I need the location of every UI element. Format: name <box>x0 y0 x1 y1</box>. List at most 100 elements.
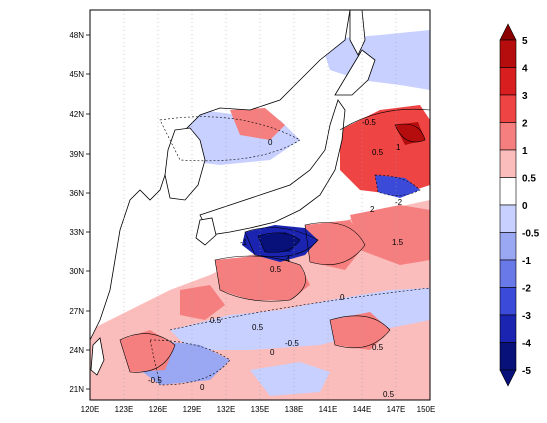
contour-value-label: 0.5 <box>270 265 282 274</box>
colorbar-label: 4 <box>522 64 528 75</box>
colorbar-segment <box>499 177 517 206</box>
korean-peninsula <box>164 127 206 201</box>
land-masses <box>89 9 376 376</box>
anomaly-patch-east-blue <box>375 175 420 198</box>
lat-label: 30N <box>69 267 84 276</box>
anomaly-patch-red-2 <box>120 330 175 372</box>
map-frame <box>89 9 431 401</box>
contour-line <box>374 174 421 196</box>
colorbar-label: -3 <box>522 311 531 322</box>
colorbar-segment <box>499 204 517 233</box>
anomaly-patch-red-6 <box>305 220 365 270</box>
contour-line <box>339 108 430 131</box>
lat-label: 48N <box>69 31 84 40</box>
contour-line <box>329 315 391 349</box>
contour-line <box>149 339 231 386</box>
colorbar: 5 4 3 2 1 0.5 0 -0.5 -1 -2 -3 -4 -5 <box>499 23 540 387</box>
contour-lines <box>119 108 430 386</box>
anomaly-patch-red-3 <box>330 312 390 350</box>
lat-label: 21N <box>69 385 84 394</box>
anomaly-patch-red-5 <box>350 205 430 265</box>
contour-labels: 0 0.5 -0.5 1 -1 2 -2 -4 0.5 0 -0.5 0.5 1… <box>148 118 404 399</box>
anomaly-patch-red-1 <box>215 255 310 300</box>
longitude-axis: 120E 123E 126E 129E 132E 135E 138E 141E … <box>81 405 436 414</box>
lat-label: 45N <box>69 70 84 79</box>
colorbar-segment <box>499 314 517 343</box>
contour-line <box>394 123 426 143</box>
japan-hokkaido <box>334 49 376 96</box>
colorbar-segment <box>499 39 517 68</box>
colorbar-label: -1 <box>522 256 531 267</box>
contour-line <box>214 255 306 302</box>
colorbar-segment <box>499 342 517 371</box>
lon-label: 141E <box>319 405 338 414</box>
colorbar-segment <box>499 149 517 178</box>
anomaly-patch-deep-blue-core <box>258 232 300 252</box>
colorbar-label: 5 <box>522 36 528 47</box>
colorbar-segment <box>499 287 517 316</box>
anomaly-patch-pale-blue-1 <box>170 288 430 350</box>
graticule <box>123 10 397 400</box>
colorbar-segment <box>499 232 517 261</box>
contour-line <box>119 333 176 373</box>
lat-label: 36N <box>69 189 84 198</box>
colorbar-segment <box>499 122 517 151</box>
contour-value-label: -2 <box>395 198 403 207</box>
lon-label: 126E <box>149 405 168 414</box>
colorbar-segment <box>499 67 517 96</box>
anomaly-patch-red-4 <box>180 285 225 320</box>
contour-value-label: 0.5 <box>383 390 395 399</box>
contour-line <box>257 232 301 253</box>
contour-value-label: -0.5 <box>362 118 376 127</box>
lon-label: 150E <box>417 405 436 414</box>
colorbar-top-arrow <box>499 23 517 41</box>
lon-label: 135E <box>251 405 270 414</box>
lat-label: 39N <box>69 150 84 159</box>
contour-line <box>159 116 301 162</box>
colorbar-label: 0 <box>522 201 528 212</box>
anomaly-patch-japan-sea-red <box>230 108 285 140</box>
lon-label: 120E <box>81 405 100 414</box>
lon-label: 132E <box>217 405 236 414</box>
contour-value-label: 0.5 <box>372 343 384 352</box>
lat-label: 42N <box>69 110 84 119</box>
lon-label: 123E <box>115 405 134 414</box>
lon-label: 138E <box>285 405 304 414</box>
contour-value-label: 0.5 <box>252 323 264 332</box>
contour-value-label: 0.5 <box>372 148 384 157</box>
latitude-axis: 48N 45N 42N 39N 36N 33N 30N 27N 24N 21N <box>69 31 90 394</box>
lat-label: 33N <box>69 228 84 237</box>
contour-value-label: 0 <box>268 138 273 147</box>
anomaly-patch-pale-blue-3 <box>250 362 330 396</box>
colorbar-label: 1 <box>522 146 528 157</box>
contour-value-label: 2 <box>370 205 375 214</box>
lon-label: 129E <box>183 405 202 414</box>
contour-value-label: 0 <box>270 348 275 357</box>
colorbar-label: -0.5 <box>522 229 540 240</box>
contour-value-label: 1.5 <box>392 238 404 247</box>
colorbar-label: -5 <box>522 366 531 377</box>
contour-value-label: 1 <box>396 143 401 152</box>
colorbar-label: -4 <box>522 339 531 350</box>
contour-value-label: -4 <box>283 255 291 264</box>
colorbar-label: -2 <box>522 284 531 295</box>
contour-value-label: -0.5 <box>285 339 299 348</box>
lat-label: 24N <box>69 346 84 355</box>
lon-label: 144E <box>353 405 372 414</box>
colorbar-label: 0.5 <box>522 174 536 185</box>
contour-line <box>169 287 430 331</box>
colorbar-segment <box>499 94 517 123</box>
contour-value-label: -0.5 <box>148 376 162 385</box>
japan-kyushu <box>195 217 217 246</box>
contour-value-label: 0 <box>200 383 205 392</box>
colorbar-segment <box>499 259 517 288</box>
lon-label: 147E <box>387 405 406 414</box>
contour-value-label: 0.5 <box>210 316 222 325</box>
contour-line <box>244 227 319 257</box>
contour-value-label: 0 <box>340 293 345 302</box>
colorbar-bottom-arrow <box>499 369 517 387</box>
contour-line <box>304 222 366 265</box>
taiwan <box>90 337 105 376</box>
anomaly-fields <box>90 30 430 400</box>
